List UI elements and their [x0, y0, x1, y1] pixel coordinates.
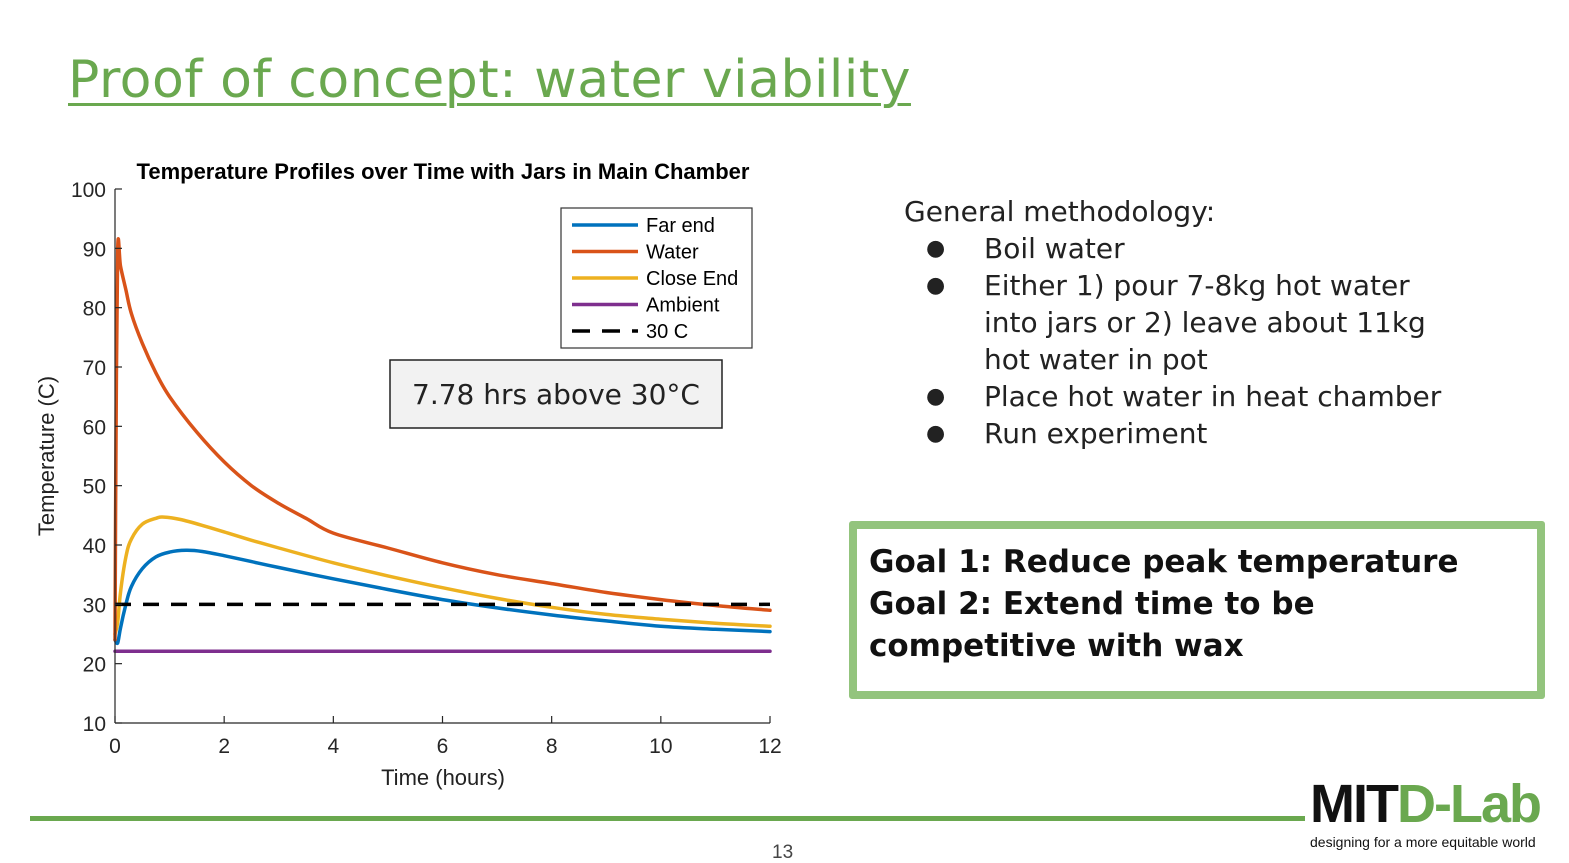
y-tick-label: 30 — [83, 594, 106, 617]
series-line-close-end — [113, 515, 772, 636]
methodology-heading: General methodology: — [904, 195, 1216, 228]
mit-dlab-logo: MITD-Lab designing for a more equitable … — [1310, 776, 1565, 850]
methodology-item: ● Run experiment — [904, 415, 1454, 452]
x-tick-label: 8 — [546, 735, 558, 758]
methodology-item-text: Boil water — [984, 232, 1125, 265]
methodology-item-text: Place hot water in heat chamber — [984, 380, 1442, 413]
goals-box: Goal 1: Reduce peak temperature Goal 2: … — [849, 521, 1545, 699]
logo-wordmark: MITD-Lab — [1310, 776, 1565, 832]
series-line-far-end — [113, 548, 772, 646]
slide-title: Proof of concept: water viability — [68, 50, 911, 110]
bullet-icon: ● — [926, 273, 946, 298]
x-tick-label: 0 — [109, 735, 121, 758]
logo-tagline: designing for a more equitable world — [1310, 834, 1536, 850]
temperature-chart: Temperature Profiles over Time with Jars… — [0, 140, 840, 810]
x-tick-label: 6 — [437, 735, 449, 758]
bullet-icon: ● — [926, 421, 946, 446]
methodology-item-text: Run experiment — [984, 417, 1208, 450]
bullet-icon: ● — [926, 384, 946, 409]
x-tick-label: 4 — [327, 735, 339, 758]
legend-label: Far end — [646, 215, 715, 237]
axes: 10 20 30 40 50 60 70 80 90 100 0 2 4 6 8 10 12 — [71, 179, 782, 758]
y-tick-label: 60 — [83, 416, 106, 439]
y-axis-label: Temperature (C) — [34, 376, 59, 536]
x-axis-label: Time (hours) — [381, 765, 505, 790]
x-tick-label: 12 — [758, 735, 781, 758]
methodology-panel: General methodology: ● Boil water ● Either… — [904, 193, 1504, 452]
methodology-item: ● Place hot water in heat chamber — [904, 378, 1454, 415]
methodology-list: ● Boil water ● Either 1) pour 7-8kg hot wa… — [904, 230, 1504, 452]
methodology-item: ● Either 1) pour 7-8kg hot water into jar… — [904, 267, 1454, 378]
logo-mit: MIT — [1310, 774, 1399, 834]
x-tick-label: 10 — [649, 735, 672, 758]
page-number: 13 — [772, 842, 794, 863]
footer-divider — [30, 816, 1305, 821]
plot-area — [113, 237, 772, 653]
annotation-box-frame — [389, 359, 723, 429]
annotation-text: 7.78 hrs above 30°C — [412, 378, 700, 411]
x-tick-label: 2 — [218, 735, 230, 758]
legend-label: Close End — [646, 268, 738, 290]
legend-label: Ambient — [646, 295, 720, 317]
methodology-item: ● Boil water — [904, 230, 1454, 267]
y-tick-label: 20 — [83, 654, 106, 677]
y-tick-label: 90 — [83, 238, 106, 261]
chart-legend: Far end Water Close End Ambient 30 C — [560, 207, 753, 349]
y-tick-label: 40 — [83, 535, 106, 558]
y-tick-label: 10 — [83, 713, 106, 736]
series-line-water — [113, 237, 772, 642]
y-tick-label: 50 — [83, 476, 106, 499]
y-tick-label: 70 — [83, 357, 106, 380]
y-tick-label: 80 — [83, 298, 106, 321]
bullet-icon: ● — [926, 236, 946, 261]
y-tick-label: 100 — [71, 179, 106, 202]
goal-line-2: Goal 2: Extend time to be — [869, 586, 1315, 622]
logo-dlab: D-Lab — [1396, 774, 1542, 834]
goal-line-1: Goal 1: Reduce peak temperature — [869, 544, 1459, 580]
annotation-box: 7.78 hrs above 30°C — [389, 359, 723, 429]
goal-line-3: competitive with wax — [869, 628, 1244, 664]
chart-title: Temperature Profiles over Time with Jars… — [137, 159, 750, 184]
legend-label: 30 C — [646, 321, 688, 343]
methodology-item-text: Either 1) pour 7-8kg hot water into jars… — [984, 269, 1426, 376]
legend-label: Water — [646, 242, 699, 264]
